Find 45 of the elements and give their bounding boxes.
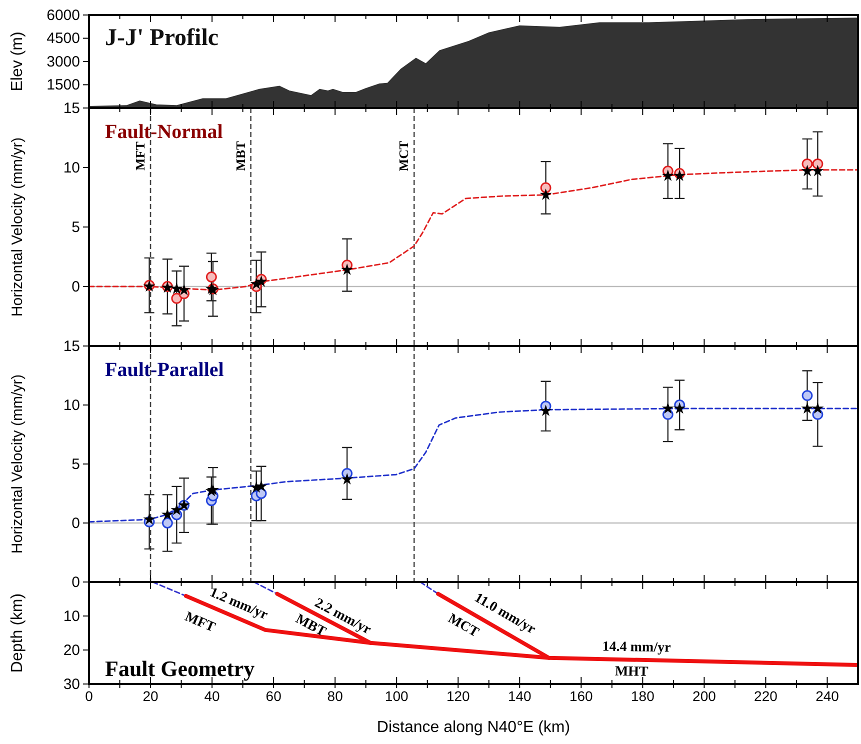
- annotation: MCT: [445, 611, 482, 641]
- x-tick-label: 160: [569, 688, 594, 704]
- x-tick-label: 60: [266, 688, 282, 704]
- x-tick-label: 180: [631, 688, 655, 704]
- y-tick-label: 4500: [46, 30, 80, 48]
- y-tick-label: 10: [63, 159, 80, 176]
- x-tick-label: 0: [85, 688, 94, 704]
- x-tick-label: 140: [508, 688, 532, 704]
- x-axis-title: Distance along N40°E (km): [376, 719, 570, 736]
- y-axis-title: Horizontal Velocity (mm/yr): [9, 374, 26, 554]
- text: Fault-Normal: [105, 121, 224, 143]
- x-tick-label: 40: [204, 688, 220, 704]
- y-axis-title: Elev (m): [9, 32, 26, 92]
- chart-title: J-J' Profilc: [105, 25, 219, 51]
- y-tick-label: 6000: [46, 6, 80, 24]
- annotation: 14.4 mm/yr: [602, 640, 671, 656]
- y-tick-label: 1500: [46, 76, 80, 94]
- ref-line-label: MCT: [396, 140, 412, 172]
- y-axis-title: Horizontal Velocity (mm/yr): [9, 137, 26, 317]
- y-tick-label: 30: [63, 676, 80, 693]
- y-tick-label: 0: [72, 514, 80, 532]
- y-tick-label: 5: [72, 218, 80, 236]
- y-tick-label: 15: [63, 100, 80, 117]
- y-axis-title: Depth (km): [9, 593, 26, 673]
- x-tick-label: 220: [754, 688, 778, 704]
- x-tick-label: 200: [692, 688, 716, 704]
- text: Fault-Parallel: [105, 359, 224, 381]
- y-tick-label: 3000: [46, 53, 80, 70]
- y-tick-label: 10: [63, 396, 80, 414]
- x-tick-label: 240: [816, 688, 840, 704]
- text: Fault Geometry: [105, 656, 255, 681]
- y-tick-label: 20: [63, 642, 80, 659]
- ref-line-label: MFT: [132, 141, 148, 170]
- y-tick-label: 0: [72, 574, 80, 591]
- y-tick-label: 15: [63, 338, 80, 355]
- x-tick-label: 100: [384, 688, 408, 704]
- annotation: MHT: [614, 664, 650, 680]
- y-tick-label: 0: [72, 278, 80, 296]
- ref-line-label: MBT: [232, 140, 248, 171]
- y-tick-label: 5: [72, 456, 80, 473]
- x-tick-label: 20: [142, 688, 159, 704]
- x-tick-label: 80: [327, 688, 344, 704]
- y-tick-label: 10: [63, 608, 80, 625]
- annotation: MFT: [182, 610, 218, 636]
- x-tick-label: 120: [446, 688, 470, 704]
